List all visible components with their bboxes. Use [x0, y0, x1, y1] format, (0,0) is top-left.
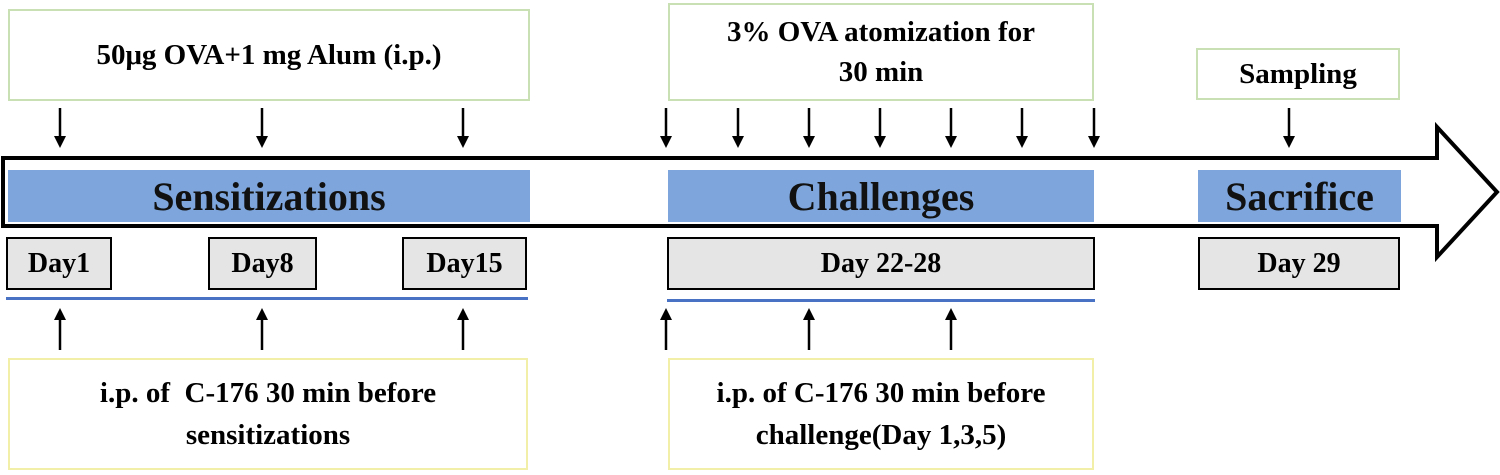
phase-sacrifice: Sacrifice	[1198, 170, 1401, 222]
down-arrow-icon	[945, 108, 957, 148]
challenge-treatment-note: i.p. of C-176 30 min before challenge(Da…	[668, 358, 1094, 470]
day-box-day22-28: Day 22-28	[667, 237, 1095, 290]
down-arrow-icon	[256, 108, 268, 148]
phase-sacrifice-label: Sacrifice	[1225, 173, 1374, 219]
day1-label: Day1	[27, 247, 91, 279]
day-box-day8: Day8	[208, 237, 317, 290]
challenge-rule	[667, 299, 1095, 302]
down-arrow-icon	[457, 108, 469, 148]
up-arrow-icon	[803, 308, 815, 350]
up-arrow-icon	[54, 308, 66, 350]
down-arrow-icon	[54, 108, 66, 148]
phase-sensitizations-label: Sensitizations	[152, 173, 386, 219]
day22-28-label: Day 22-28	[820, 247, 942, 279]
day29-label: Day 29	[1257, 247, 1341, 279]
down-arrow-icon	[803, 108, 815, 148]
sensitization-dose-note: 50μg OVA+1 mg Alum (i.p.)	[8, 9, 530, 101]
sampling-text: Sampling	[1239, 58, 1357, 90]
down-arrow-icon	[660, 108, 672, 148]
challenge-dose-line1: 3% OVA atomization for	[727, 16, 1035, 48]
up-arrow-icon	[660, 308, 672, 350]
down-arrow-icon	[874, 108, 886, 148]
day8-label: Day8	[231, 247, 294, 279]
sensitization-treatment-line1: i.p. of C-176 30 min before	[99, 377, 437, 409]
day-box-day29: Day 29	[1198, 237, 1400, 290]
sampling-note: Sampling	[1196, 48, 1400, 100]
challenge-treatment-line2: challenge(Day 1,3,5)	[755, 419, 1007, 451]
challenge-dose-line2: 30 min	[838, 56, 924, 88]
up-arrow-icon	[945, 308, 957, 350]
sensitization-rule	[6, 297, 528, 300]
up-arrow-icon	[256, 308, 268, 350]
challenge-treatment-line1: i.p. of C-176 30 min before	[716, 377, 1046, 409]
phase-sensitizations: Sensitizations	[8, 170, 530, 222]
sensitization-treatment-line2: sensitizations	[185, 419, 351, 451]
down-arrow-icon	[732, 108, 744, 148]
phase-challenges-label: Challenges	[787, 173, 975, 219]
phase-challenges: Challenges	[668, 170, 1094, 222]
up-arrow-icon	[457, 308, 469, 350]
down-arrow-icon	[1283, 108, 1295, 148]
down-arrow-icon	[1016, 108, 1028, 148]
day15-label: Day15	[426, 247, 503, 279]
challenge-dose-note: 3% OVA atomization for 30 min	[668, 3, 1094, 101]
day-box-day1: Day1	[6, 237, 112, 290]
day-box-day15: Day15	[402, 237, 527, 290]
up-arrows	[54, 308, 957, 350]
down-arrows	[54, 108, 1295, 148]
down-arrow-icon	[1088, 108, 1100, 148]
sensitization-dose-text: 50μg OVA+1 mg Alum (i.p.)	[96, 39, 442, 71]
sensitization-treatment-note: i.p. of C-176 30 min before sensitizatio…	[8, 358, 528, 470]
